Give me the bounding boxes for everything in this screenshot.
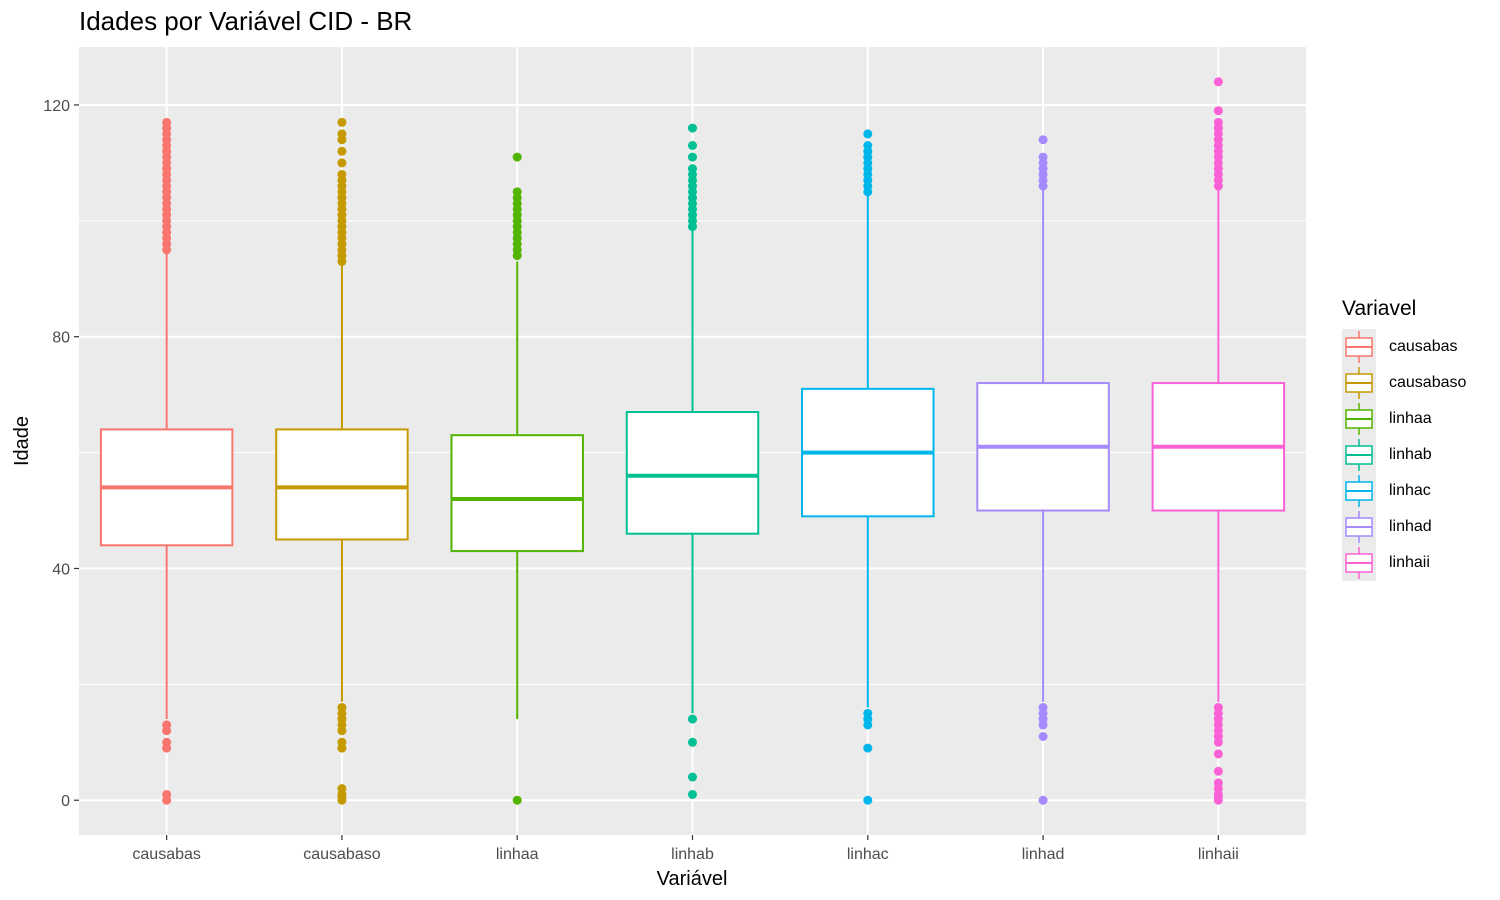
outlier-point — [1038, 135, 1048, 145]
legend-key-icon — [1342, 329, 1376, 365]
legend-key-icon — [1342, 545, 1376, 581]
outlier-point — [863, 129, 873, 139]
legend-label: linhab — [1389, 446, 1432, 463]
outlier-point — [337, 737, 347, 747]
outlier-point — [863, 795, 873, 805]
outlier-point — [1213, 749, 1223, 759]
outlier-point — [337, 784, 347, 794]
outlier-point — [512, 152, 522, 162]
legend-key-icon — [1342, 365, 1376, 401]
outlier-point — [337, 146, 347, 156]
legend-label: linhaa — [1389, 410, 1432, 427]
legend-key-icon — [1342, 437, 1376, 473]
box-linhab — [625, 123, 760, 799]
outlier-point — [1213, 703, 1223, 713]
y-axis: 0 40 80 120 — [43, 98, 79, 810]
legend-key-icon — [1342, 401, 1376, 437]
outlier-point — [688, 772, 697, 782]
legend-key-icon — [1342, 473, 1376, 509]
x-axis: causabas causabaso linhaa linhab linhac linha… — [132, 835, 1239, 863]
legend-item-causabas: causabas — [1342, 329, 1466, 365]
outlier-point — [688, 123, 697, 133]
outlier-point — [1213, 106, 1223, 116]
box-linhad — [976, 135, 1110, 805]
outlier-point — [1038, 795, 1048, 805]
legend-key-icon — [1342, 509, 1376, 545]
outlier-point — [162, 789, 172, 799]
y-tick-label: 40 — [52, 561, 70, 578]
box-causabaso — [275, 117, 409, 805]
outlier-point — [688, 714, 697, 724]
legend-label: linhad — [1389, 518, 1432, 535]
outlier-point — [337, 117, 347, 127]
outlier-point — [162, 720, 172, 730]
box-iqr — [450, 434, 584, 553]
legend-item-linhaii: linhaii — [1342, 545, 1466, 581]
x-tick-label: causabas — [132, 846, 201, 863]
x-tick-label: causabaso — [303, 846, 380, 863]
outlier-point — [688, 141, 697, 150]
box-iqr — [275, 428, 409, 541]
outlier-point — [1038, 152, 1048, 162]
legend-item-linhab: linhab — [1342, 437, 1466, 473]
chart-title: Idades por Variável CID - BR — [79, 6, 413, 36]
outlier-point — [863, 743, 873, 753]
outlier-point — [688, 152, 697, 162]
outlier-point — [337, 129, 347, 139]
box-causabas — [99, 117, 234, 805]
x-tick-label: linhac — [847, 846, 889, 863]
outlier-point — [162, 117, 172, 127]
legend: Variavel causabas causabaso linhaa linhab li… — [1342, 297, 1466, 581]
outlier-point — [162, 737, 172, 747]
box-series-group — [99, 77, 1286, 805]
y-tick-label: 80 — [52, 330, 70, 347]
y-axis-title: Idade — [11, 416, 33, 466]
legend-title: Variavel — [1342, 297, 1417, 320]
outlier-point — [337, 158, 347, 168]
legend-item-linhad: linhad — [1342, 509, 1466, 545]
outlier-point — [1213, 117, 1223, 127]
outlier-point — [1213, 77, 1223, 87]
x-tick-label: linhaa — [496, 846, 539, 863]
legend-label: linhac — [1389, 482, 1431, 499]
x-tick-label: linhad — [1022, 846, 1065, 863]
legend-label: causabaso — [1389, 374, 1467, 391]
y-tick-label: 0 — [61, 793, 70, 810]
box-iqr — [625, 411, 760, 535]
outlier-point — [688, 164, 697, 174]
legend-label: linhaii — [1389, 554, 1430, 571]
legend-item-causabaso: causabaso — [1342, 365, 1466, 401]
outlier-point — [1213, 766, 1223, 776]
x-tick-label: linhaii — [1198, 846, 1239, 863]
outlier-point — [863, 708, 873, 718]
outlier-point — [512, 795, 522, 805]
outlier-point — [1038, 732, 1048, 741]
outlier-point — [688, 789, 697, 799]
legend-item-linhac: linhac — [1342, 473, 1466, 509]
x-axis-title: Variável — [657, 868, 728, 890]
outlier-point — [337, 703, 347, 713]
legend-items: causabas causabaso linhaa linhab linhac linha… — [1342, 329, 1466, 581]
outlier-point — [512, 187, 522, 197]
box-linhaii — [1151, 77, 1286, 805]
legend-item-linhaa: linhaa — [1342, 401, 1466, 437]
outlier-point — [688, 737, 697, 747]
outlier-point — [337, 169, 347, 179]
legend-label: causabas — [1389, 338, 1458, 355]
y-tick-label: 120 — [43, 98, 70, 115]
outlier-point — [1213, 778, 1223, 788]
outlier-point — [863, 141, 873, 150]
outlier-point — [1038, 703, 1048, 713]
x-tick-label: linhab — [671, 846, 714, 863]
box-linhaa — [450, 152, 584, 805]
box-linhac — [801, 129, 935, 805]
